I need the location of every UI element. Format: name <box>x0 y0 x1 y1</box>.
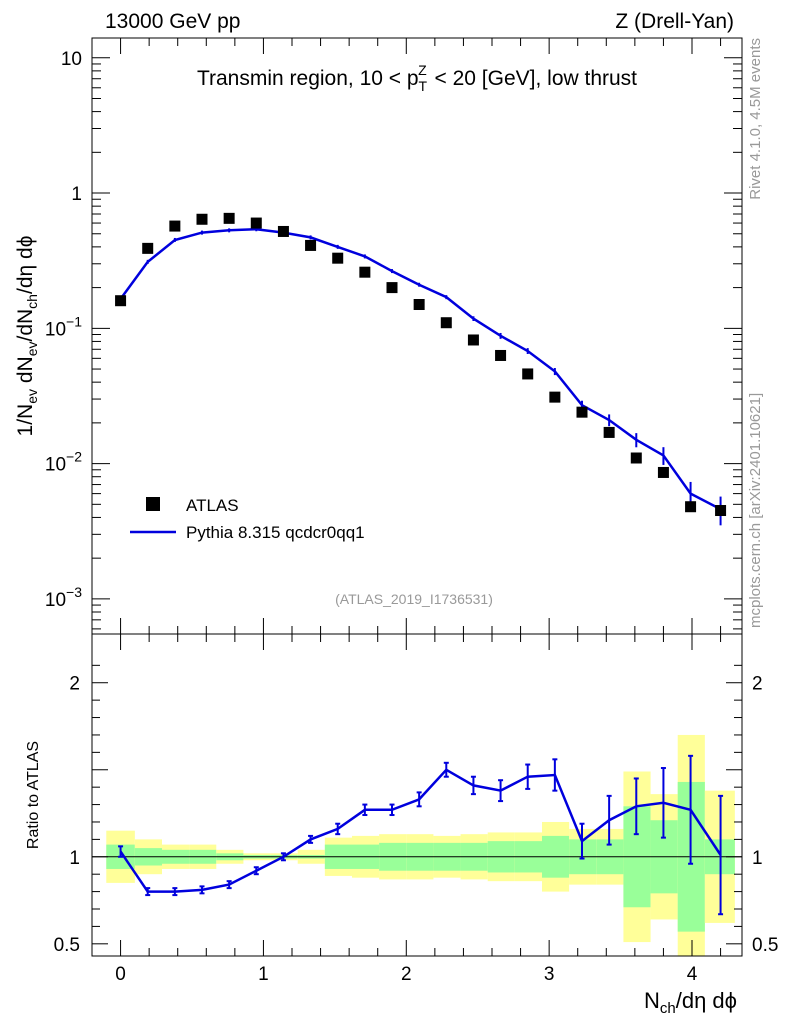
x-tick-label: 0 <box>115 964 126 985</box>
header-process: Z (Drell-Yan) <box>615 10 734 33</box>
atlas-point <box>495 349 507 361</box>
atlas-point <box>223 212 235 224</box>
atlas-point <box>657 466 669 478</box>
atlas-point <box>549 391 561 403</box>
legend-pythia-label: Pythia 8.315 qcdcr0qq1 <box>186 523 365 542</box>
y-tick-label: 1 <box>71 184 82 205</box>
atlas-point <box>305 239 317 251</box>
ratio-series <box>118 754 724 916</box>
legend-atlas-marker <box>146 497 160 511</box>
ratio-tick-label-right: 2 <box>752 674 763 695</box>
main-panel <box>92 38 742 634</box>
x-tick-label: 2 <box>401 964 412 985</box>
atlas-point <box>386 282 398 294</box>
rivet-label: Rivet 4.1.0, 4.5M events <box>747 38 764 200</box>
atlas-point <box>576 406 588 418</box>
title-part-1: Transmin region, 10 < p <box>197 67 419 90</box>
atlas-point <box>685 501 697 513</box>
atlas-point <box>413 299 425 311</box>
mcplots-label: mcplots.cern.ch [arXiv:2401.10621] <box>747 393 764 628</box>
ratio-tick-label-right: 0.5 <box>752 935 778 956</box>
header-energy: 13000 GeV pp <box>105 10 240 33</box>
legend-atlas-label: ATLAS <box>186 496 239 515</box>
main-series <box>115 212 727 526</box>
ratio-tick-label-left: 2 <box>69 674 80 695</box>
atlas-point <box>277 225 289 237</box>
y-axis-label: 1/Nev dNev/dNch/dη dϕ <box>14 236 40 437</box>
atlas-point <box>115 295 127 307</box>
atlas-point <box>196 213 208 225</box>
axes: 0 1 2 3 4 10−3 10−2 10−1 1 10 0.5 0.5 1 1 2 2 <box>45 38 778 985</box>
atlas-point <box>522 368 534 380</box>
ratio-tick-label-left: 0.5 <box>54 935 80 956</box>
y-tick-label: 10 <box>61 49 82 70</box>
ratio-tick-label-right: 1 <box>752 848 763 869</box>
atlas-point <box>467 334 479 346</box>
x-axis-label: Nch/dη dϕ <box>644 988 737 1017</box>
atlas-point <box>630 452 642 464</box>
title-part-2: < 20 [GeV], low thrust <box>429 67 638 90</box>
analysis-label: (ATLAS_2019_I1736531) <box>335 591 493 607</box>
atlas-point <box>440 317 452 329</box>
y-tick-label: 10−2 <box>45 449 82 476</box>
atlas-point <box>715 505 727 517</box>
legend: ATLAS Pythia 8.315 qcdcr0qq1 <box>130 496 365 542</box>
atlas-point <box>142 242 154 254</box>
x-tick-label: 1 <box>258 964 269 985</box>
y-tick-label: 10−1 <box>45 313 82 340</box>
atlas-point <box>250 217 262 229</box>
chart-title: Transmin region, 10 < pTZ < 20 [GeV], lo… <box>197 62 637 94</box>
atlas-point <box>359 266 371 278</box>
atlas-point <box>603 426 615 438</box>
title-sup: Z <box>418 62 427 78</box>
title-sub: T <box>419 78 428 94</box>
ratio-tick-label-left: 1 <box>69 848 80 869</box>
x-tick-label: 3 <box>544 964 555 985</box>
y-tick-label: 10−3 <box>45 584 82 611</box>
ratio-y-label: Ratio to ATLAS <box>25 741 42 849</box>
ratio-frame <box>91 633 743 957</box>
atlas-point <box>332 252 344 264</box>
x-tick-label: 4 <box>687 964 698 985</box>
atlas-point <box>169 220 181 232</box>
